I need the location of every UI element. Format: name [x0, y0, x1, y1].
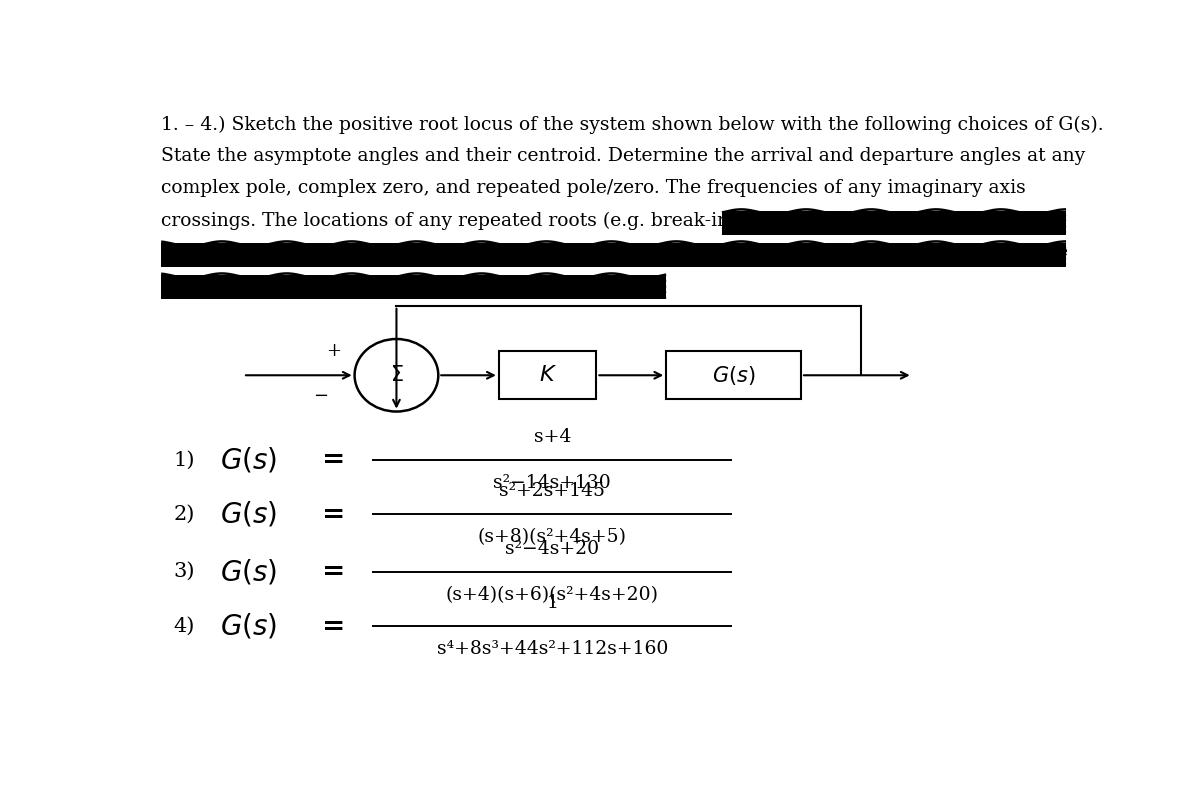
- Text: =: =: [322, 612, 346, 640]
- Bar: [161, 243, 1066, 267]
- Text: $G(s)$: $G(s)$: [712, 363, 755, 387]
- Text: crossings. The locations of any repeated roots (e.g. break-in or break-away poin: crossings. The locations of any repeated…: [161, 211, 1057, 230]
- Bar: [722, 210, 1066, 235]
- Text: +: +: [325, 342, 341, 360]
- Text: Matlab results should be displayed at similar scales.: Matlab results should be displayed at si…: [161, 276, 656, 294]
- Text: s²−14s+130: s²−14s+130: [493, 474, 611, 491]
- Text: $\Sigma$: $\Sigma$: [390, 365, 403, 385]
- Text: s²+2s+145: s²+2s+145: [499, 483, 605, 500]
- Text: $G(s)$: $G(s)$: [220, 445, 277, 474]
- FancyBboxPatch shape: [499, 351, 596, 400]
- Text: 1): 1): [173, 451, 194, 469]
- Text: =: =: [322, 558, 346, 585]
- Text: −: −: [313, 388, 328, 405]
- Text: s²−4s+20: s²−4s+20: [505, 540, 599, 558]
- Text: State the asymptote angles and their centroid. Determine the arrival and departu: State the asymptote angles and their cen…: [161, 148, 1086, 166]
- Text: 3): 3): [173, 562, 194, 581]
- Bar: [161, 275, 666, 299]
- Text: =: =: [322, 447, 346, 473]
- Text: 1. – 4.) Sketch the positive root locus of the system shown below with the follo: 1. – 4.) Sketch the positive root locus …: [161, 115, 1104, 133]
- Text: s+4: s+4: [534, 428, 571, 446]
- Text: (s+8)(s²+4s+5): (s+8)(s²+4s+5): [478, 528, 626, 546]
- Text: 1: 1: [546, 594, 558, 612]
- Text: 2): 2): [173, 505, 194, 524]
- Text: s⁴+8s³+44s²+112s+160: s⁴+8s³+44s²+112s+160: [437, 640, 668, 658]
- Text: $G(s)$: $G(s)$: [220, 557, 277, 586]
- Text: =: =: [322, 501, 346, 528]
- Text: 4): 4): [173, 616, 194, 636]
- Text: complex pole, complex zero, and repeated pole/zero. The frequencies of any imagi: complex pole, complex zero, and repeated…: [161, 180, 1026, 197]
- Text: $G(s)$: $G(s)$: [220, 612, 277, 641]
- FancyBboxPatch shape: [666, 351, 802, 400]
- Text: results using the rlocus function in Matlab to obtain the exact root locus. Your: results using the rlocus function in Mat…: [161, 243, 1068, 261]
- Text: $G(s)$: $G(s)$: [220, 500, 277, 529]
- Text: (s+4)(s+6)(s²+4s+20): (s+4)(s+6)(s²+4s+20): [445, 586, 659, 604]
- Text: $K$: $K$: [539, 364, 557, 386]
